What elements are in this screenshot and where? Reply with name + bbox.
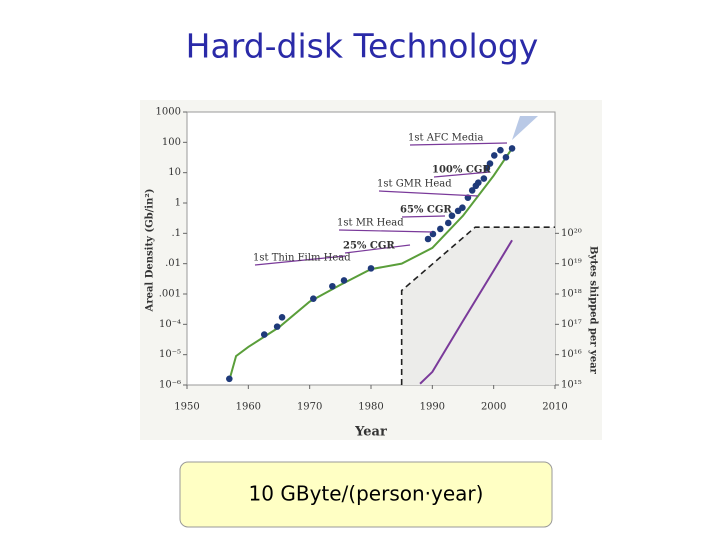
footer-box	[179, 461, 553, 528]
data-point	[367, 265, 375, 272]
annotation-arrow	[409, 142, 508, 146]
annotation: 25% CGR	[343, 241, 395, 252]
x-tick-label: 1950	[174, 402, 199, 413]
y2-tick-label: 10¹⁵	[561, 380, 582, 391]
data-point	[340, 277, 348, 284]
annotation-arrow	[338, 229, 433, 233]
x-tick-label: 2000	[481, 402, 506, 413]
y2-tick-label: 10¹⁸	[561, 289, 582, 300]
projection-wedge	[512, 116, 538, 140]
x-axis-label: Year	[354, 425, 387, 440]
data-point	[437, 225, 444, 233]
x-tick-label: 1970	[297, 402, 322, 413]
annotation-arrow	[344, 244, 411, 254]
y-tick-label: .001	[159, 289, 181, 300]
data-point	[273, 323, 281, 330]
annotation: 1st AFC Media	[408, 133, 483, 144]
y2-tick-label: 10¹⁷	[561, 319, 582, 330]
data-point	[459, 204, 466, 211]
data-point	[490, 152, 498, 159]
data-line	[228, 147, 513, 379]
y2-tick-label: 10¹⁹	[561, 258, 582, 269]
data-point	[424, 235, 432, 243]
data-point	[508, 145, 516, 152]
y-tick-label: 10⁻⁶	[159, 380, 181, 391]
y-tick-label: .1	[171, 228, 181, 239]
y2-tick-label: 10²⁰	[561, 228, 582, 239]
annotation: 1st MR Head	[337, 218, 404, 229]
y2-axis-label: Bytes shipped per year	[588, 246, 599, 375]
data-point	[226, 375, 233, 383]
footer-text: 10 GByte/(person·year)	[249, 482, 484, 506]
annotation: 100% CGR	[432, 165, 491, 176]
annotation: 65% CGR	[400, 205, 452, 216]
data-point	[486, 160, 494, 167]
data-point	[278, 314, 286, 321]
dashed-line	[400, 226, 555, 385]
data-point	[483, 164, 491, 172]
y-tick-label: 10⁻⁵	[159, 349, 181, 360]
x-tick-label: 2010	[542, 402, 567, 413]
y2-tick-label: 10¹⁶	[561, 349, 582, 360]
annotation: 1st GMR Head	[377, 179, 452, 190]
y-tick-label: 10	[168, 167, 181, 178]
y-tick-label: .01	[165, 258, 181, 269]
annotation-arrow	[254, 255, 346, 266]
annotation-arrow	[401, 215, 446, 218]
data-point	[468, 187, 476, 194]
x-tick-label: 1980	[358, 402, 383, 413]
y-axis-label: Areal Density (Gb/in²)	[145, 189, 156, 313]
shipped-area	[401, 227, 555, 385]
y-tick-label: 10⁻⁴	[159, 319, 181, 330]
data-point	[448, 212, 456, 220]
slide-title: Hard-disk Technology	[186, 27, 539, 66]
data-point	[480, 175, 488, 182]
annotation: 1st Thin Film Head	[253, 253, 351, 264]
annotation-arrow	[433, 171, 491, 178]
data-point	[444, 219, 452, 227]
data-point	[260, 331, 268, 338]
data-point	[502, 154, 510, 161]
x-tick-label: 1990	[420, 402, 445, 413]
x-tick-label: 1960	[236, 402, 261, 413]
y-tick-label: 100	[162, 137, 181, 148]
annotation-arrow	[378, 190, 479, 197]
data-point	[329, 282, 336, 290]
data-point	[310, 295, 317, 302]
data-point	[475, 179, 482, 186]
data-point	[497, 146, 504, 154]
y-tick-label: 1000	[156, 107, 181, 118]
y-tick-label: 1	[175, 198, 181, 209]
data-line	[419, 239, 513, 385]
